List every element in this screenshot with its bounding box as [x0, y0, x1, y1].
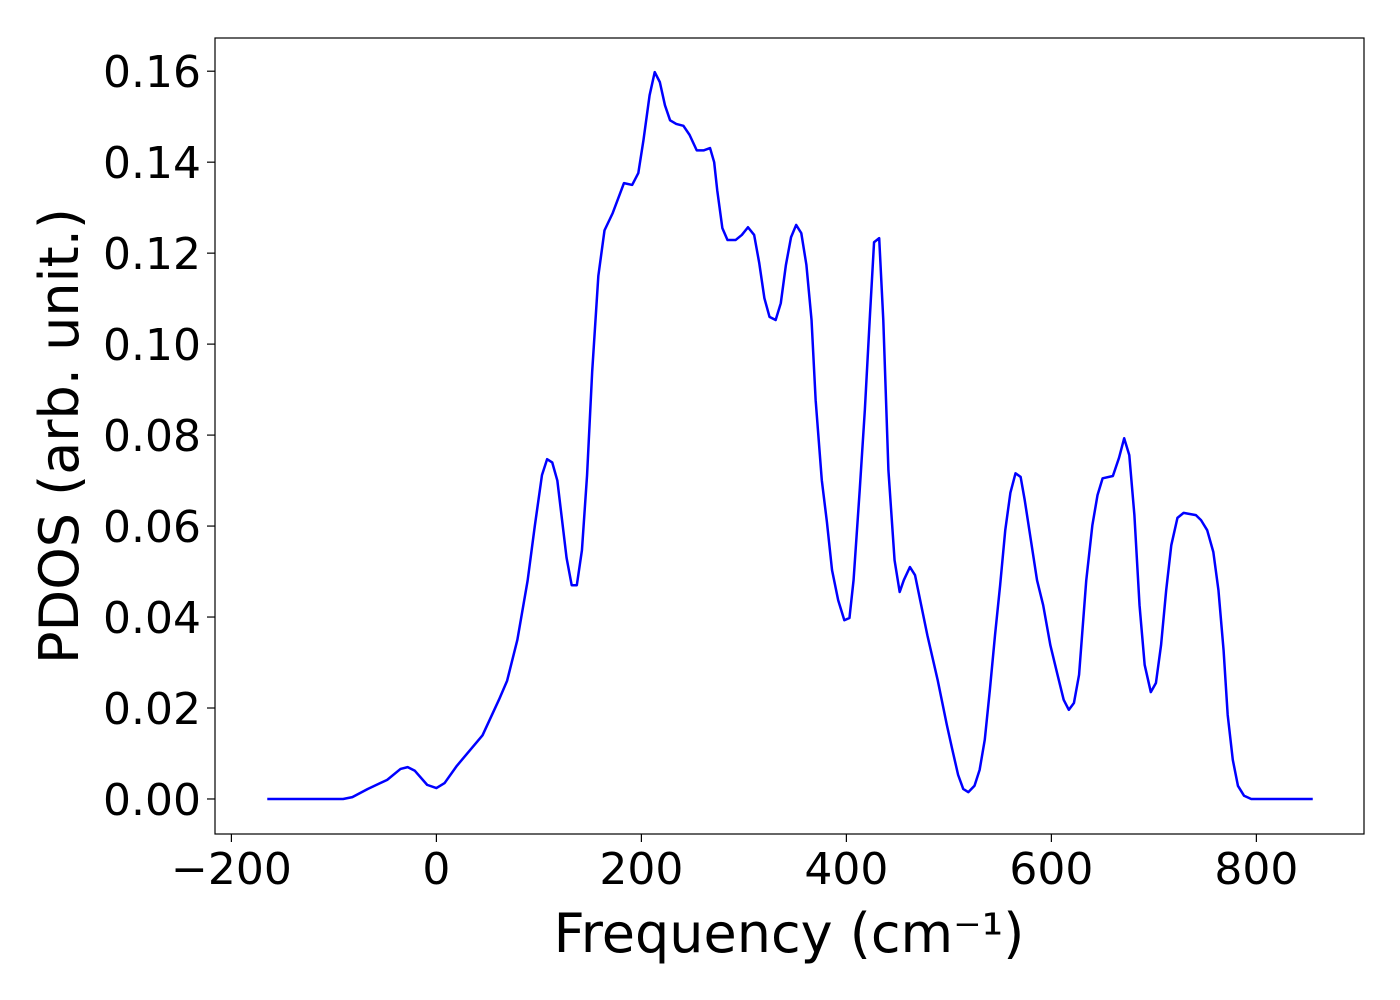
y-tick-label: 0.10	[103, 320, 201, 371]
x-tick-label: 800	[1214, 844, 1298, 895]
y-tick-label: 0.04	[103, 593, 201, 644]
x-tick-label: 600	[1009, 844, 1093, 895]
y-tick-label: 0.06	[103, 502, 201, 553]
x-tick-label: 200	[599, 844, 683, 895]
data-line	[267, 70, 1313, 801]
x-tick-label: 400	[804, 844, 888, 895]
x-axis-label: Frequency (cm⁻¹)	[554, 902, 1025, 965]
y-tick-label: 0.12	[103, 229, 201, 280]
plot-frame	[214, 37, 1365, 835]
y-tick-label: 0.02	[103, 684, 201, 735]
y-tick-label: 0.08	[103, 411, 201, 462]
y-tick-label: 0.00	[103, 775, 201, 826]
x-tick-label: 0	[422, 844, 450, 895]
y-tick-label: 0.14	[103, 138, 201, 189]
y-axis-label: PDOS (arb. unit.)	[28, 208, 91, 664]
y-tick-label: 0.16	[103, 47, 201, 98]
x-tick-label: −200	[171, 844, 292, 895]
